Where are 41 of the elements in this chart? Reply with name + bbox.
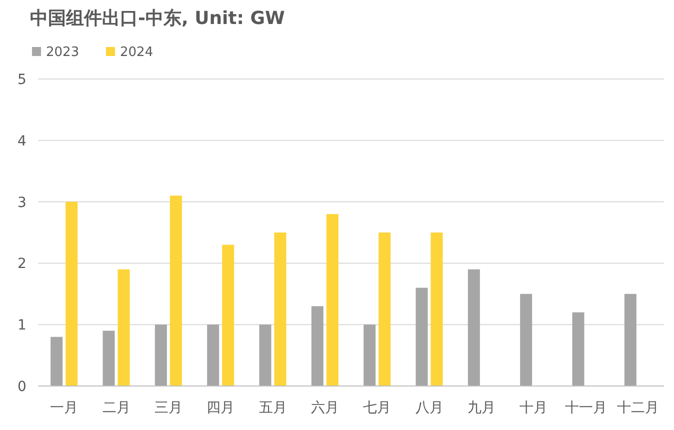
x-tick-label: 三月 (154, 400, 182, 416)
bar (170, 196, 182, 386)
x-tick-label: 二月 (102, 400, 130, 416)
y-tick-label: 2 (18, 256, 26, 272)
bar (624, 294, 636, 386)
bar (364, 324, 376, 386)
bar (222, 244, 234, 386)
x-tick-label: 六月 (310, 400, 339, 416)
bar (118, 269, 130, 386)
x-tick-label: 五月 (258, 400, 287, 416)
chart-title: 中国组件出口-中东, Unit: GW (30, 8, 286, 29)
bar (378, 232, 391, 386)
x-tick-label: 九月 (467, 400, 496, 416)
bar (311, 306, 324, 386)
bar (520, 294, 532, 386)
bar (207, 324, 220, 386)
bar (66, 202, 78, 386)
bar (102, 330, 115, 386)
bar (259, 324, 272, 386)
bar (430, 232, 443, 386)
y-tick-label: 4 (18, 133, 27, 150)
x-tick-label: 十月 (520, 400, 548, 416)
x-tick-label: 十一月 (564, 400, 607, 416)
y-tick-label: 5 (18, 72, 26, 88)
y-tick-label: 1 (18, 318, 26, 334)
bar (572, 312, 584, 386)
x-tick-label: 七月 (363, 400, 392, 416)
bar (50, 336, 63, 386)
x-tick-label: 十二月 (616, 400, 659, 416)
x-tick-label: 一月 (50, 400, 78, 416)
bar (416, 288, 428, 386)
y-tick-label: 0 (18, 379, 26, 395)
legend-label: 2023 (46, 45, 80, 60)
legend-label: 2024 (120, 45, 154, 60)
bar (274, 232, 286, 386)
x-tick-label: 八月 (415, 400, 444, 416)
bar (326, 214, 338, 386)
y-tick-label: 3 (18, 194, 26, 211)
bar (154, 324, 167, 386)
bar (468, 269, 480, 386)
x-tick-label: 四月 (206, 400, 235, 416)
